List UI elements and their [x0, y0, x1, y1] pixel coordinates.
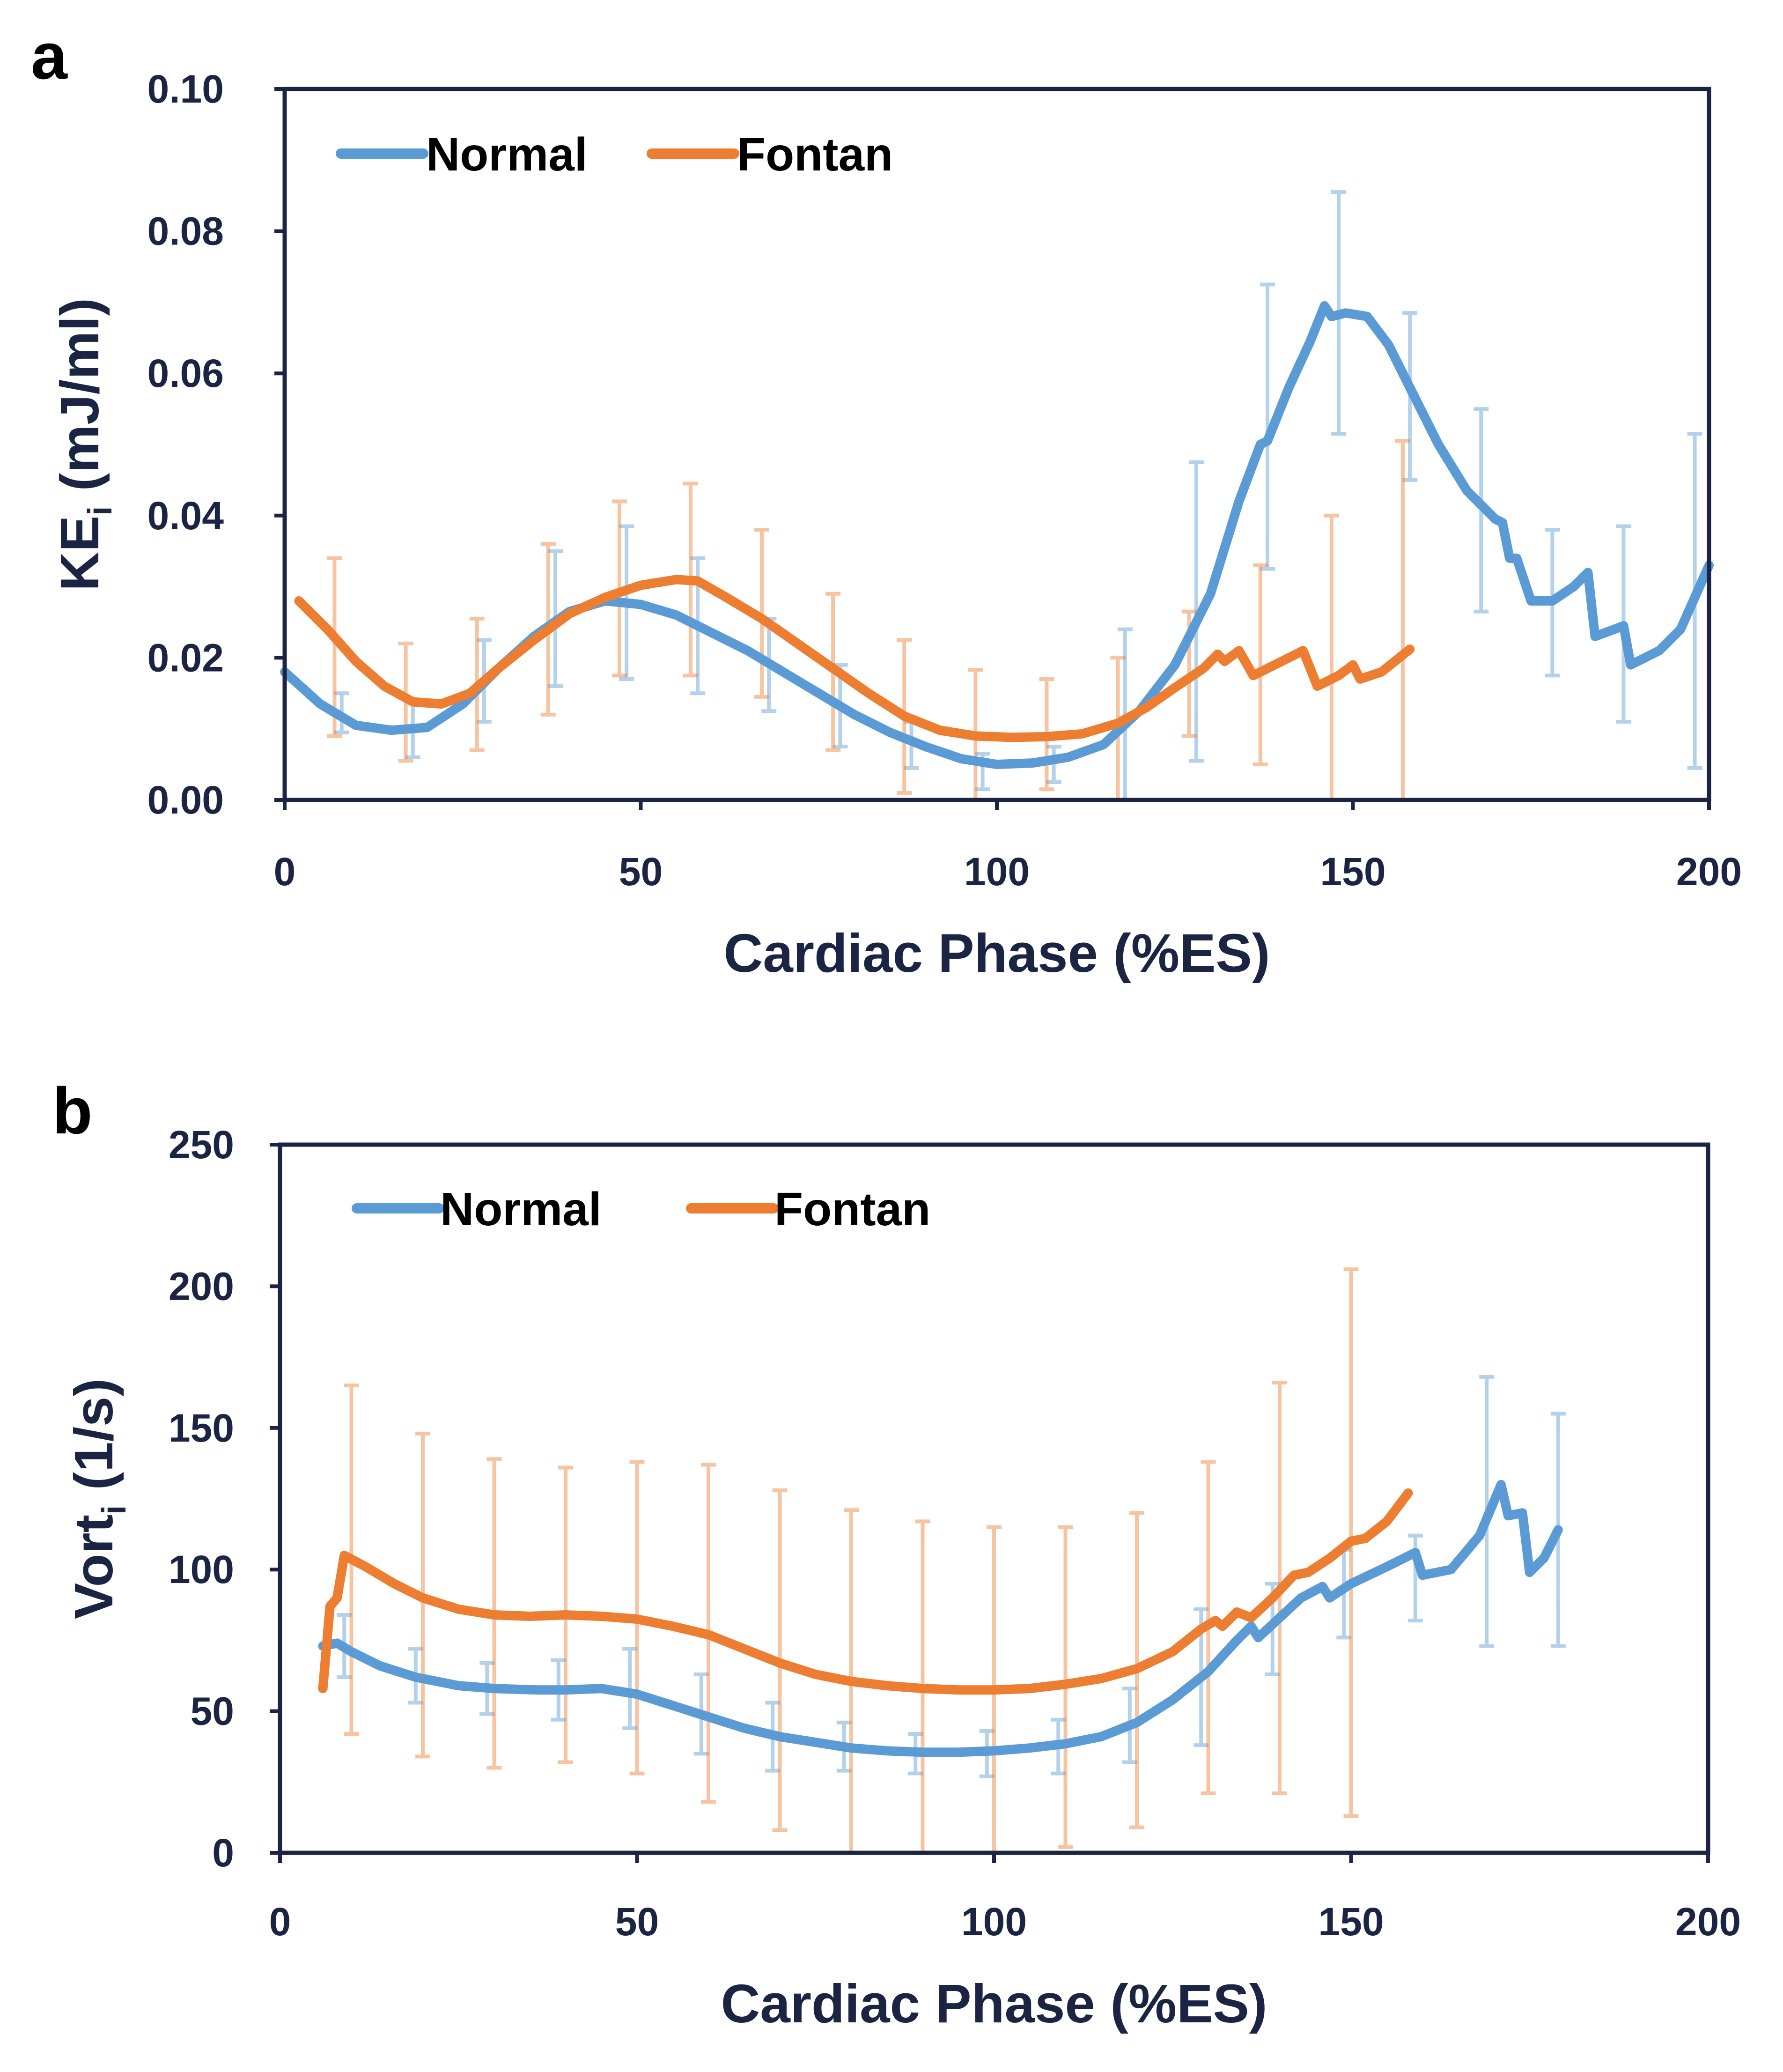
- panel-b-y-axis-title-sub: i: [96, 1505, 133, 1515]
- panel-a-y-axis-title-sub: i: [81, 506, 119, 516]
- panel-b-legend-normal-label: Normal: [440, 1183, 602, 1236]
- panel-b-x-tick-label: 100: [961, 1900, 1027, 1944]
- panel-a-normal-error-bar: [1260, 282, 1275, 571]
- panel-b: b 0 50 100 150 200 250 0 50 100 150 200 Cardiac P…: [52, 1074, 1741, 2034]
- panel-b-x-tick-label: 0: [269, 1900, 291, 1944]
- panel-b-x-tick-label: 200: [1675, 1900, 1741, 1944]
- panel-a-y-axis-title: KEi (mJ/ml): [49, 298, 119, 591]
- panel-a-plot-frame: [282, 87, 1711, 802]
- panel-a-fontan-error-bar: [1253, 563, 1268, 767]
- panel-a-normal-series-line: [280, 301, 1714, 770]
- panel-b-letter: b: [52, 1074, 93, 1147]
- panel-b-y-axis-title-unit: (1/s): [63, 1378, 124, 1505]
- panel-a-legend-normal-label: Normal: [426, 128, 588, 181]
- panel-b-y-tick-label: 50: [191, 1689, 234, 1733]
- panel-b-y-axis-title-main: Vort: [63, 1515, 124, 1619]
- panel-b-legend: Normal Fontan: [352, 1183, 930, 1236]
- panel-a-normal-error-bar: [1046, 745, 1061, 784]
- panel-b-y-tick-label: 250: [169, 1123, 234, 1167]
- panel-a-y-tick-label: 0.08: [147, 209, 224, 253]
- panel-a-y-axis-title-unit: (mJ/ml): [49, 298, 110, 506]
- panel-a-x-tick-label: 200: [1676, 850, 1742, 894]
- panel-a-y-axis-title-main: KE: [49, 516, 110, 591]
- panel-b-y-tick-label: 100: [169, 1547, 234, 1591]
- panel-a-letter: a: [31, 19, 68, 93]
- panel-a-legend-fontan-label: Fontan: [737, 128, 893, 181]
- panel-a-y-tick-label: 0.10: [147, 67, 224, 111]
- panel-a: a 0.000.020.040.060.080.10 0 50 100 150 200 …: [31, 19, 1742, 984]
- panel-a-y-tick-label: 0.02: [147, 636, 224, 680]
- panel-a-fontan-error-bar: [1395, 439, 1410, 802]
- panel-a-x-tick-label: 50: [619, 850, 663, 894]
- panel-b-x-axis-title: Cardiac Phase (%ES): [721, 1973, 1267, 2034]
- panel-b-fontan-series-line: [318, 1488, 1413, 1695]
- panel-a-normal-error-bar: [1188, 460, 1204, 763]
- panel-a-fontan-error-bar: [327, 556, 342, 738]
- panel-a-x-tick-label: 0: [274, 850, 296, 894]
- panel-b-normal-series-line: [318, 1480, 1563, 1757]
- panel-b-x-tick-label: 50: [615, 1900, 659, 1944]
- panel-a-x-tick-label: 100: [964, 850, 1030, 894]
- panel-a-legend: Normal Fontan: [336, 128, 893, 181]
- panel-a-y-tick-label: 0.00: [147, 778, 224, 822]
- panel-b-legend-fontan-label: Fontan: [774, 1183, 930, 1236]
- panel-b-y-tick-label: 0: [212, 1831, 234, 1875]
- panel-a-fontan-error-bar: [1324, 513, 1339, 802]
- panel-b-y-axis-title: Vorti (1/s): [63, 1378, 133, 1619]
- panel-a-fontan-series-line: [294, 575, 1415, 742]
- panel-b-y-tick-label: 200: [169, 1264, 234, 1308]
- panel-a-x-axis-title: Cardiac Phase (%ES): [724, 923, 1270, 984]
- panel-b-y-tick-label: 150: [169, 1406, 234, 1450]
- panel-b-x-tick-label: 150: [1318, 1900, 1384, 1944]
- panel-a-y-tick-label: 0.04: [147, 494, 224, 538]
- panel-a-y-tick-label: 0.06: [147, 351, 224, 395]
- panel-a-x-tick-label: 150: [1320, 850, 1385, 894]
